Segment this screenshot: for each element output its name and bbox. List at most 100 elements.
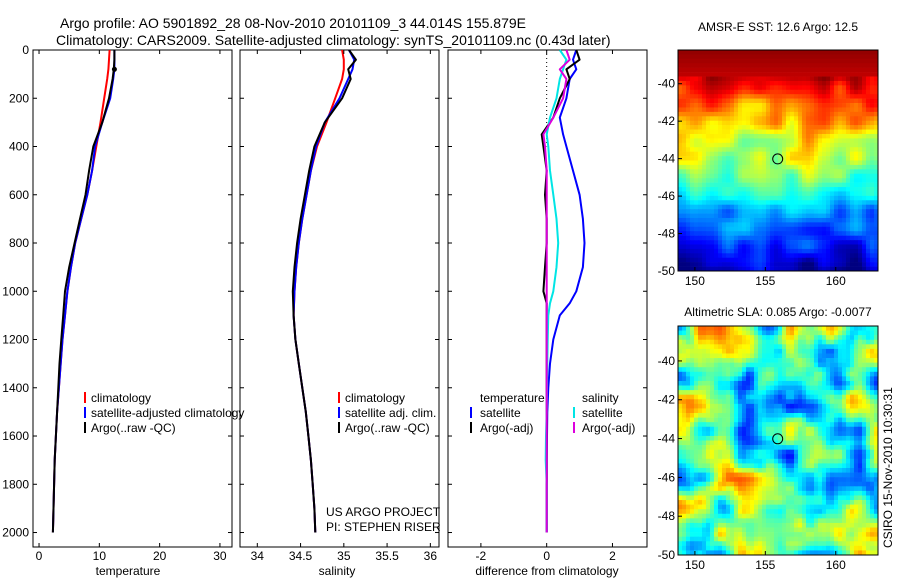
map-cell (850, 191, 855, 197)
map-cell (814, 54, 819, 60)
map-cell (846, 353, 851, 359)
map-cell (682, 362, 687, 368)
map-cell (714, 358, 719, 363)
map-cell (686, 481, 691, 487)
map-cell (830, 394, 835, 400)
map-cell (778, 348, 783, 354)
map-cell (846, 262, 851, 267)
map-cell (750, 330, 755, 336)
map-cell (854, 380, 859, 386)
map-cell (814, 367, 819, 373)
map-cell (682, 376, 687, 382)
map-cell (782, 408, 787, 414)
map-cell (766, 472, 771, 478)
map-cell (686, 217, 691, 223)
map-cell (714, 151, 719, 157)
map-cell (714, 111, 719, 117)
map-cell (746, 481, 751, 487)
map-cell (750, 532, 755, 537)
map-cell (742, 413, 747, 418)
map-cell (782, 335, 787, 341)
map-cell (686, 94, 691, 99)
map-cell (870, 335, 875, 341)
map-cell (738, 222, 743, 228)
map-cell (686, 89, 691, 95)
map-cell (770, 169, 775, 175)
map-cell (794, 200, 799, 205)
map-cell (822, 94, 827, 99)
map-cell (778, 67, 783, 73)
map-cell (682, 120, 687, 126)
map-cell (778, 326, 783, 331)
map-cell (730, 463, 735, 469)
map-cell (794, 80, 799, 86)
map-cell (822, 394, 827, 400)
map-cell (818, 116, 823, 122)
map-cell (798, 173, 803, 179)
map-cell (850, 80, 855, 86)
map-cell (830, 54, 835, 60)
map-cell (870, 103, 875, 108)
map-cell (746, 362, 751, 368)
map-cell (782, 394, 787, 400)
map-cell (754, 133, 759, 139)
map-cell (866, 107, 871, 113)
map-cell (694, 385, 699, 391)
map-cell (798, 390, 803, 395)
map-cell (854, 58, 859, 64)
map-cell (802, 240, 807, 245)
map-cell (822, 120, 827, 126)
map-cell (746, 151, 751, 157)
map-cell (678, 240, 683, 245)
map-cell (798, 209, 803, 214)
map-cell (830, 200, 835, 205)
map-cell (714, 490, 719, 496)
map-cell (838, 339, 843, 345)
map-cell (822, 390, 827, 395)
map-cell (790, 481, 795, 487)
map-cell (794, 440, 799, 446)
map-cell (826, 371, 831, 377)
map-cell (766, 244, 771, 250)
map-cell (830, 98, 835, 104)
map-cell (842, 509, 847, 515)
map-cell (734, 253, 739, 259)
map-cell (690, 422, 695, 428)
map-cell (730, 417, 735, 423)
map-cell (758, 222, 763, 228)
map-cell (874, 213, 879, 219)
map-cell (718, 111, 723, 117)
map-cell (822, 435, 827, 441)
map-cell (774, 107, 779, 113)
map-cell (862, 120, 867, 126)
map-cell (846, 348, 851, 354)
map-cell (706, 248, 711, 254)
map-cell (822, 335, 827, 341)
map-cell (842, 454, 847, 460)
map-cell (714, 335, 719, 341)
map-cell (742, 513, 747, 519)
map-cell (850, 371, 855, 377)
map-cell (786, 481, 791, 487)
map-cell (690, 187, 695, 192)
map-cell (818, 367, 823, 373)
map-cell (826, 85, 831, 91)
map-cell (798, 235, 803, 241)
map-cell (814, 50, 819, 55)
map-cell (702, 107, 707, 113)
map-cell (850, 467, 855, 473)
map-cell (854, 253, 859, 259)
map-cell (798, 54, 803, 60)
map-cell (762, 435, 767, 441)
map-cell (678, 111, 683, 117)
map-cell (790, 353, 795, 359)
map-cell (698, 344, 703, 350)
map-cell (706, 458, 711, 464)
map-cell (782, 348, 787, 354)
map-cell (850, 231, 855, 236)
map-cell (838, 226, 843, 232)
map-cell (702, 500, 707, 505)
map-cell (678, 367, 683, 373)
map-cell (678, 257, 683, 263)
map-cell (786, 431, 791, 437)
